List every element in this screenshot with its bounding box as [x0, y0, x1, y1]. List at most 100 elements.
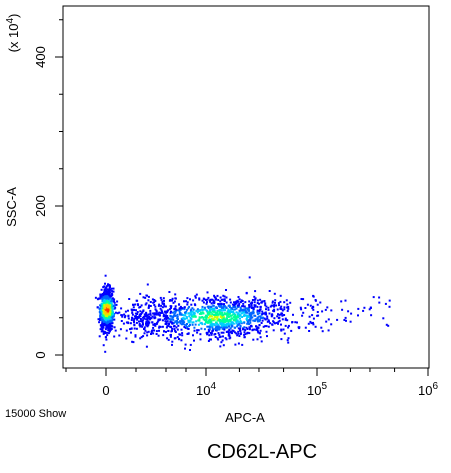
event-dot: [182, 319, 185, 322]
event-dot: [170, 315, 172, 318]
event-dot: [253, 295, 256, 298]
event-dot: [147, 305, 150, 308]
event-dot: [280, 338, 283, 341]
event-dot: [172, 316, 174, 319]
event-dot: [104, 297, 106, 300]
event-dot: [164, 320, 167, 323]
event-dot: [224, 321, 227, 323]
event-dot: [239, 333, 242, 335]
event-dot: [226, 318, 228, 320]
event-dot: [166, 316, 169, 319]
event-dot: [312, 306, 315, 309]
event-dot: [131, 340, 134, 343]
event-dot: [214, 327, 217, 330]
event-dot: [249, 315, 252, 318]
event-dot: [249, 321, 252, 324]
event-dot: [107, 316, 110, 319]
event-dot: [278, 304, 280, 307]
event-dot: [384, 302, 387, 305]
event-dot: [327, 318, 330, 321]
event-dot: [221, 320, 224, 323]
event-dot: [227, 334, 230, 337]
event-dot: [110, 294, 113, 297]
event-dot: [136, 316, 139, 318]
event-dot: [287, 341, 290, 344]
event-dot: [198, 298, 201, 301]
event-dot: [221, 327, 224, 330]
event-dot: [216, 307, 218, 310]
event-dot: [100, 295, 103, 298]
event-dot: [105, 324, 108, 327]
event-dot: [256, 316, 259, 319]
event-dot: [105, 338, 108, 341]
event-dot: [227, 321, 230, 324]
event-dot: [136, 311, 139, 313]
y-axis-ticks: 0 200 400: [33, 19, 63, 359]
event-dot: [260, 301, 263, 304]
event-dot: [176, 321, 179, 324]
event-dot: [106, 313, 109, 316]
event-dot: [259, 298, 262, 301]
event-dot: [144, 303, 147, 306]
event-dot: [134, 312, 137, 315]
event-dot: [179, 320, 182, 323]
event-dot: [194, 323, 197, 326]
event-dot: [99, 309, 102, 312]
event-dot: [201, 316, 204, 318]
event-dot: [161, 300, 164, 303]
event-dot: [223, 295, 226, 298]
event-dot: [237, 327, 240, 330]
event-dot: [218, 328, 221, 331]
event-dot: [108, 325, 111, 328]
event-dot: [211, 313, 214, 316]
event-dot: [225, 338, 228, 341]
event-dot: [372, 296, 375, 299]
event-dot: [103, 285, 106, 288]
event-dot: [100, 288, 103, 291]
event-dot: [212, 299, 215, 302]
event-dot: [248, 305, 251, 308]
event-dot: [216, 310, 219, 313]
event-dot: [139, 310, 142, 313]
event-dot: [192, 299, 195, 302]
event-dot: [125, 337, 128, 340]
event-dot: [99, 312, 102, 315]
event-dot: [105, 301, 107, 304]
event-dot: [173, 310, 176, 313]
event-dot: [98, 311, 101, 313]
event-dot: [218, 312, 221, 315]
event-dot: [110, 313, 113, 316]
event-dot: [146, 331, 149, 334]
event-dot: [256, 313, 259, 316]
event-dot: [149, 313, 152, 316]
event-dot: [140, 304, 143, 307]
event-dot: [110, 322, 113, 325]
event-dot: [151, 321, 154, 324]
event-dot: [189, 349, 191, 351]
event-dot: [205, 299, 207, 301]
event-dot: [239, 325, 242, 328]
event-dot: [112, 287, 115, 290]
event-dot: [147, 307, 150, 309]
event-dot: [191, 323, 194, 326]
event-dot: [185, 300, 187, 303]
event-dot: [135, 321, 138, 324]
event-dot: [103, 290, 106, 293]
event-dot: [176, 315, 179, 318]
event-dot: [226, 312, 229, 315]
event-dot: [122, 322, 125, 325]
event-dot: [165, 316, 168, 319]
event-dot: [105, 303, 108, 305]
event-dot: [268, 320, 270, 323]
event-dot: [213, 318, 216, 321]
event-dot: [232, 322, 235, 325]
event-dot: [126, 321, 129, 324]
event-dot: [239, 319, 242, 322]
event-dot: [272, 329, 275, 332]
event-dot: [247, 322, 250, 325]
event-dot: [147, 317, 150, 320]
event-dot: [139, 315, 142, 318]
event-dot: [308, 330, 311, 332]
event-dot: [107, 309, 110, 312]
event-dot: [208, 334, 211, 337]
